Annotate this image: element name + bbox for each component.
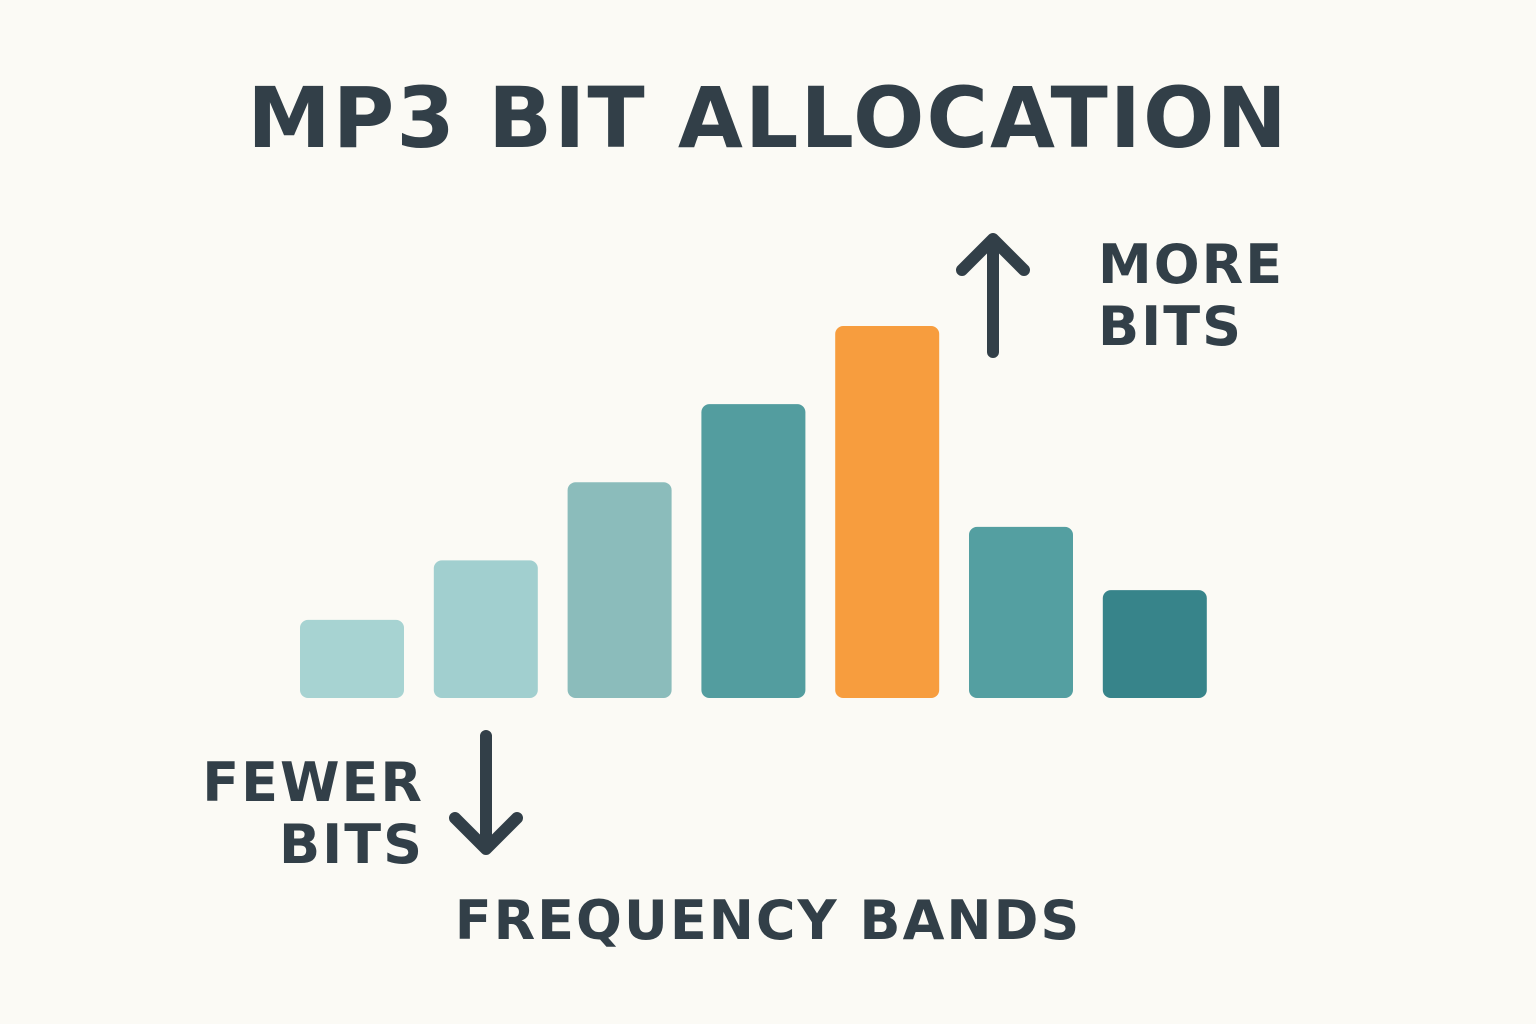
more-bits-line-2: BITS <box>1098 295 1243 358</box>
chart-title: MP3 BIT ALLOCATION <box>247 69 1289 167</box>
bar-4 <box>701 404 806 698</box>
up-arrow-icon <box>956 233 1030 358</box>
more-bits-line-1: MORE <box>1098 233 1285 296</box>
bars-group <box>300 326 1207 698</box>
fewer-bits-annotation: FEWER BITS <box>180 752 424 876</box>
fewer-bits-line-1: FEWER <box>202 751 424 814</box>
bar-2 <box>433 560 538 698</box>
bar-1 <box>300 619 404 698</box>
bar-3 <box>567 482 672 698</box>
bar-7 <box>1102 590 1207 698</box>
bar-6 <box>969 526 1073 698</box>
bar-5 <box>835 326 940 698</box>
more-bits-annotation: MORE BITS <box>1098 234 1284 358</box>
fewer-bits-line-2: BITS <box>279 813 424 876</box>
down-arrow-icon <box>449 730 523 855</box>
x-axis-label: FREQUENCY BANDS <box>454 889 1082 952</box>
